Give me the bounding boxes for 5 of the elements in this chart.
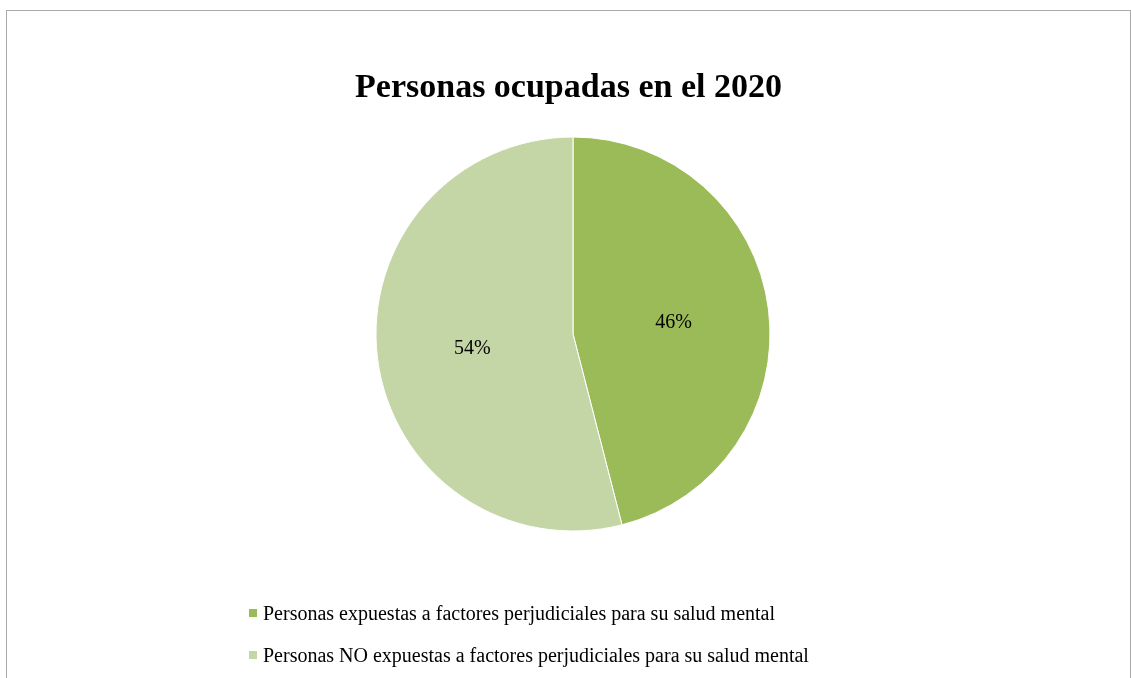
legend-label: Personas expuestas a factores perjudiciales para su salud mental [263,602,776,625]
chart-title: Personas ocupadas en el 2020 [355,66,782,104]
legend-label: Personas NO expuestas a factores perjudiciales para su salud mental [263,644,810,667]
data-label: 46% [655,310,693,333]
data-label: 54% [453,335,491,358]
